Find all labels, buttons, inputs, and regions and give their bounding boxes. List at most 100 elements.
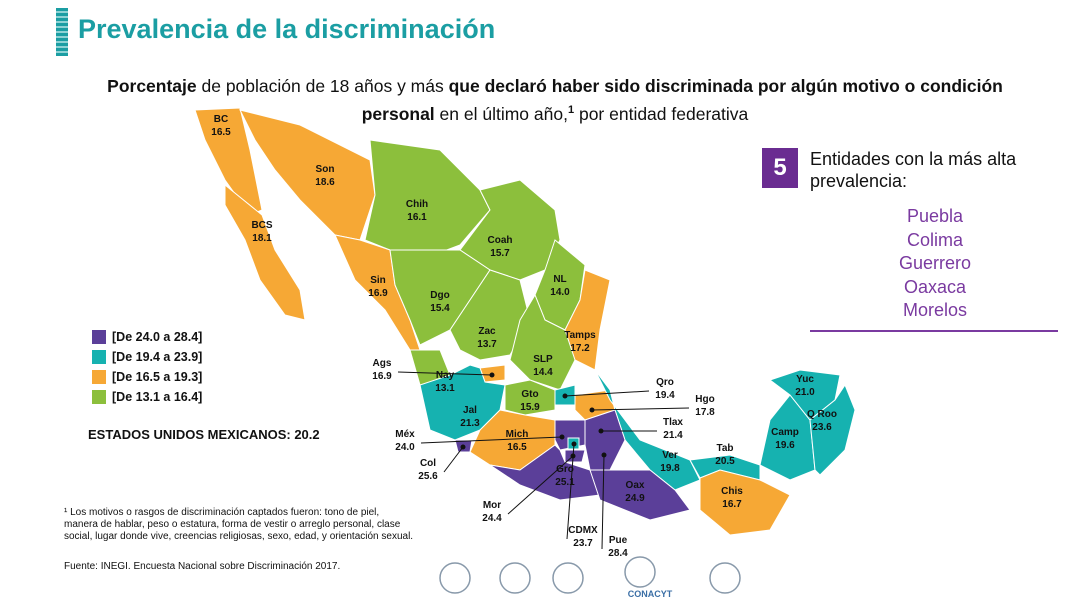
state-name: Tab [716,443,733,454]
leader-line [601,454,605,550]
state-name: Gro [556,464,574,475]
subtitle-part: de población de 18 años y más [196,76,449,96]
leader-dot [562,393,568,399]
state-shape [224,183,306,321]
state-name: BC [214,114,228,125]
leader-line [420,436,563,444]
state-value: 16.7 [722,499,742,510]
legend-swatch [92,350,106,364]
state-shape [589,469,691,521]
state-value: 17.2 [570,343,590,354]
state-name: Tlax [663,417,683,428]
state-value: 19.6 [775,440,795,451]
subtitle-part: Porcentaje [107,76,197,96]
state-name: Coah [488,235,513,246]
leader-dot [589,407,595,413]
logo [552,562,584,594]
state-value: 16.5 [211,127,231,138]
state-value: 19.4 [655,390,675,401]
logo [624,556,656,588]
legend-label: [De 24.0 a 28.4] [112,330,203,344]
state-value: 21.3 [460,418,480,429]
legend-row: [De 19.4 a 23.9] [92,347,202,367]
leader-dot [489,372,495,378]
state-value: 20.5 [715,456,735,467]
leader-line [507,455,574,515]
state-name: Hgo [695,394,714,405]
leader-line [443,446,464,473]
state-name: Tamps [564,330,596,341]
state-name: Dgo [430,290,449,301]
top-item: Colima [906,229,963,250]
state-name: Ags [373,358,392,369]
state-value: 28.4 [608,548,628,559]
labels: BC 16.5 Son 18.6 BCS 18.1 Chih 16.1 Coah 15.7 NL 14… [211,114,837,559]
state-shape [699,469,791,536]
state-name: Sin [370,275,386,286]
state-value: 25.1 [555,477,575,488]
legend-row: [De 13.1 a 16.4] [92,387,202,407]
state-name: BCS [251,220,272,231]
state-name: Méx [395,429,415,440]
state-shape [334,234,421,351]
leader-dot [460,444,466,450]
leader-line [591,407,690,411]
state-name: Mich [506,429,529,440]
divider [810,330,1058,332]
state-name: CDMX [568,525,598,536]
top-list: Puebla Colima Guerrero Oaxaca Morelos [860,205,1010,323]
state-value: 15.9 [520,402,540,413]
state-value: 18.1 [252,233,272,244]
legend-label: [De 16.5 a 19.3] [112,370,203,384]
state-value: 14.0 [550,287,570,298]
legend-swatch [92,390,106,404]
subtitle-part: en el último año, [434,103,568,124]
state-value: 21.0 [795,387,815,398]
state-name: SLP [533,354,553,365]
state-name: Oax [626,480,645,491]
leader-line [566,443,575,540]
state-name: Pue [609,535,628,546]
state-value: 17.8 [695,407,715,418]
state-value: 15.7 [490,248,510,259]
state-name: Jal [463,405,477,416]
top-number: 5 [762,148,798,188]
state-name: Yuc [796,374,814,385]
legend-row: [De 24.0 a 28.4] [92,327,202,347]
state-value: 15.4 [430,303,450,314]
state-value: 24.4 [482,513,502,524]
logo [439,562,471,594]
state-name: Ver [662,450,678,461]
top-item: Puebla [906,206,964,226]
state-name: Chis [721,486,743,497]
state-shape [459,179,561,281]
state-shape [509,293,576,391]
state-value: 19.8 [660,463,680,474]
subtitle: Porcentaje de población de 18 años y más… [90,74,1020,126]
states [194,107,856,536]
legend-swatch [92,370,106,384]
state-name: Camp [771,427,799,438]
state-name: Zac [478,326,496,337]
title-stripe [56,8,68,56]
top-item: Morelos [902,300,968,320]
national-total: ESTADOS UNIDOS MEXICANOS: 20.2 [88,427,320,442]
top-item: Oaxaca [903,276,967,297]
state-shape [489,444,601,501]
subtitle-part: que declaró haber sido discriminada por … [361,76,1003,124]
leader-dot [598,428,604,434]
legend-row: [De 16.5 a 19.3] [92,367,202,387]
state-shape [809,383,856,476]
leader-line [564,390,650,397]
state-name: Q Roo [807,409,837,420]
state-name: Col [420,458,436,469]
leader-dot [601,452,607,458]
state-value: 21.4 [663,430,683,441]
state-name: Qro [656,377,674,388]
top-item: Guerrero [898,253,972,273]
leader-line [397,371,493,376]
state-name: Chih [406,199,428,210]
logo-text: CONACYT [628,589,673,599]
